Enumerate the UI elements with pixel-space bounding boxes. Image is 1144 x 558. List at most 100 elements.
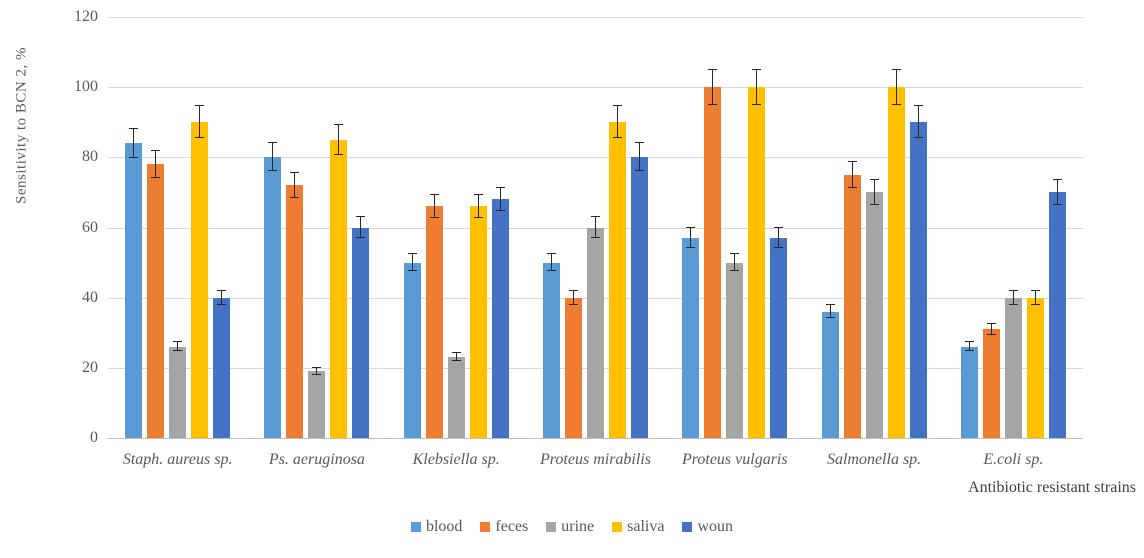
bar-rect xyxy=(330,139,348,438)
bar-blood xyxy=(542,17,560,438)
error-bar-cap-bottom xyxy=(568,303,578,305)
bar-rect xyxy=(447,357,465,438)
x-category-label: Klebsiella sp. xyxy=(412,451,500,468)
bar-urine xyxy=(726,17,744,438)
bar-rect xyxy=(1004,297,1022,438)
bar-rect xyxy=(491,199,509,438)
error-bar-cap-bottom xyxy=(1030,303,1040,305)
y-tick-label: 100 xyxy=(74,78,98,96)
bar-urine xyxy=(586,17,604,438)
bar-rect xyxy=(425,206,443,438)
error-bar-cap-top xyxy=(195,105,205,107)
bar-rect xyxy=(630,157,648,438)
error-bar-cap-bottom xyxy=(290,197,300,199)
error-bar-cap-top xyxy=(847,160,857,162)
bar-feces xyxy=(982,17,1000,438)
legend-swatch-icon xyxy=(480,522,491,532)
error-bar-cap-bottom xyxy=(334,153,344,155)
bar-woun xyxy=(213,17,231,438)
error-bar xyxy=(873,180,875,205)
bar-rect xyxy=(887,87,905,438)
error-bar xyxy=(756,69,758,105)
error-bar xyxy=(1034,290,1036,305)
bar-rect xyxy=(1026,297,1044,438)
bar-feces xyxy=(843,17,861,438)
x-category-label: Staph. aureus sp. xyxy=(122,451,233,468)
error-bar-cap-top xyxy=(634,142,644,144)
error-bar xyxy=(851,161,853,189)
bar-group xyxy=(387,17,526,438)
y-tick-label: 80 xyxy=(82,148,98,166)
error-bar-cap-top xyxy=(429,193,439,195)
error-bar-cap-top xyxy=(451,352,461,354)
y-tick-label: 0 xyxy=(90,429,98,446)
error-bar xyxy=(572,290,574,305)
bar-rect xyxy=(682,238,700,438)
gridline xyxy=(108,87,1083,89)
bar-rect xyxy=(821,311,839,438)
x-category-label: Proteus vulgaris xyxy=(681,451,788,468)
x-category-label: Proteus mirabilis xyxy=(540,451,651,468)
error-bar-cap-top xyxy=(612,105,622,107)
error-bar-cap-bottom xyxy=(473,217,483,219)
error-bar-cap-top xyxy=(730,252,740,254)
error-bar xyxy=(778,228,780,249)
error-bar-cap-top xyxy=(869,179,879,181)
bar-woun xyxy=(352,17,370,438)
error-bar-cap-bottom xyxy=(686,247,696,249)
error-bar xyxy=(690,228,692,249)
bar-rect xyxy=(843,174,861,438)
bar-feces xyxy=(286,17,304,438)
bar-woun xyxy=(909,17,927,438)
x-category-label: E.coli sp. xyxy=(983,451,1044,468)
error-bar xyxy=(155,150,157,179)
error-bar-cap-bottom xyxy=(1008,303,1018,305)
error-bar-cap-top xyxy=(752,68,762,70)
x-category-label: Ps. aeruginosa xyxy=(268,451,365,468)
bar-rect xyxy=(608,122,626,438)
bar-rect xyxy=(147,164,165,438)
legend-swatch-icon xyxy=(546,522,557,532)
gridline xyxy=(108,157,1083,159)
legend-item-saliva: saliva xyxy=(612,518,664,536)
error-bar-cap-top xyxy=(590,215,600,217)
bar-rect xyxy=(352,227,370,438)
bar-rect xyxy=(564,297,582,438)
error-bar-cap-bottom xyxy=(312,373,322,375)
error-bar-cap-bottom xyxy=(217,303,227,305)
legend-label: feces xyxy=(495,518,529,535)
error-bar-cap-bottom xyxy=(356,237,366,239)
legend-swatch-icon xyxy=(682,522,693,532)
bar-saliva xyxy=(191,17,209,438)
legend-item-blood: blood xyxy=(410,518,462,536)
bar-feces xyxy=(425,17,443,438)
bar-saliva xyxy=(608,17,626,438)
bar-blood xyxy=(821,17,839,438)
error-bar-cap-top xyxy=(129,127,139,129)
error-bar xyxy=(221,290,223,305)
error-bar-cap-top xyxy=(546,252,556,254)
bar-rect xyxy=(542,262,560,438)
bar-blood xyxy=(264,17,282,438)
error-bar-cap-bottom xyxy=(546,270,556,272)
error-bar xyxy=(895,69,897,105)
error-bar-cap-top xyxy=(312,367,322,369)
error-bar-cap-top xyxy=(334,123,344,125)
error-bar-cap-bottom xyxy=(612,137,622,139)
error-bar-cap-bottom xyxy=(173,350,183,352)
error-bar-cap-bottom xyxy=(986,333,996,335)
error-bar xyxy=(1056,180,1058,205)
error-bar xyxy=(917,106,919,139)
legend-item-woun: woun xyxy=(682,518,733,536)
error-bar-cap-top xyxy=(891,68,901,70)
error-bar xyxy=(133,128,135,159)
error-bar-cap-bottom xyxy=(825,317,835,319)
error-bar-cap-top xyxy=(686,227,696,229)
error-bar-cap-top xyxy=(964,341,974,343)
bar-blood xyxy=(403,17,421,438)
error-bar-cap-top xyxy=(217,289,227,291)
bar-rect xyxy=(469,206,487,438)
x-axis-title: Antibiotic resistant strains xyxy=(968,479,1136,496)
error-bar xyxy=(1012,290,1014,305)
